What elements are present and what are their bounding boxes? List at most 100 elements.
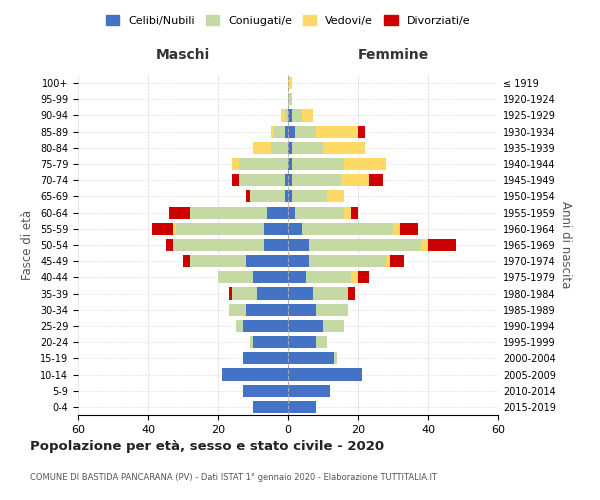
Bar [386,255,389,268]
Bar [218,272,253,283]
Bar [288,352,334,364]
Bar [344,206,351,218]
Bar [151,222,173,235]
Bar [284,190,288,202]
Bar [253,401,288,413]
Bar [232,288,257,300]
Bar [389,255,404,268]
Bar [309,239,421,251]
Bar [323,142,365,154]
Bar [253,272,288,283]
Bar [229,288,232,300]
Bar [267,206,288,218]
Bar [190,255,246,268]
Bar [292,190,326,202]
Legend: Celibi/Nubili, Coniugati/e, Vedovi/e, Divorziati/e: Celibi/Nubili, Coniugati/e, Vedovi/e, Di… [101,10,475,30]
Bar [271,126,274,138]
Bar [305,272,351,283]
Bar [326,190,344,202]
Bar [288,272,305,283]
Bar [288,93,292,106]
Bar [232,174,239,186]
Bar [351,206,358,218]
Bar [358,272,368,283]
Bar [250,336,253,348]
Bar [242,384,288,397]
Bar [284,174,288,186]
Bar [288,384,330,397]
Bar [288,336,316,348]
Bar [428,239,456,251]
Y-axis label: Anni di nascita: Anni di nascita [559,202,572,288]
Bar [190,206,267,218]
Bar [274,126,284,138]
Bar [250,190,284,202]
Bar [400,222,418,235]
Bar [316,304,347,316]
Bar [288,190,292,202]
Bar [173,222,176,235]
Y-axis label: Fasce di età: Fasce di età [22,210,34,280]
Bar [292,174,341,186]
Text: Femmine: Femmine [358,48,428,62]
Bar [173,239,263,251]
Bar [288,304,316,316]
Bar [344,158,386,170]
Bar [235,320,242,332]
Bar [288,110,292,122]
Bar [169,206,190,218]
Bar [309,255,386,268]
Bar [351,272,358,283]
Bar [313,288,347,300]
Bar [288,174,292,186]
Bar [288,206,295,218]
Bar [263,239,288,251]
Bar [347,288,355,300]
Text: Maschi: Maschi [156,48,210,62]
Bar [292,158,344,170]
Bar [242,320,288,332]
Bar [232,158,239,170]
Bar [246,304,288,316]
Bar [288,368,361,380]
Bar [176,222,263,235]
Bar [292,110,302,122]
Bar [284,110,288,122]
Text: COMUNE DI BASTIDA PANCARANA (PV) - Dati ISTAT 1° gennaio 2020 - Elaborazione TUT: COMUNE DI BASTIDA PANCARANA (PV) - Dati … [30,473,437,482]
Bar [288,288,313,300]
Bar [246,255,288,268]
Bar [221,368,288,380]
Bar [334,352,337,364]
Bar [421,239,428,251]
Bar [358,126,365,138]
Bar [288,77,292,89]
Bar [393,222,400,235]
Bar [288,255,309,268]
Bar [229,304,246,316]
Bar [239,158,288,170]
Bar [281,110,284,122]
Bar [368,174,383,186]
Bar [288,142,292,154]
Bar [284,126,288,138]
Bar [242,352,288,364]
Bar [246,190,250,202]
Bar [288,239,309,251]
Bar [263,222,288,235]
Bar [288,126,295,138]
Bar [323,320,344,332]
Bar [271,142,288,154]
Bar [239,174,284,186]
Bar [341,174,368,186]
Bar [316,126,358,138]
Bar [292,142,323,154]
Bar [257,288,288,300]
Bar [302,110,313,122]
Bar [302,222,393,235]
Bar [295,126,316,138]
Bar [253,142,271,154]
Bar [166,239,173,251]
Bar [288,158,292,170]
Bar [288,320,323,332]
Bar [316,336,326,348]
